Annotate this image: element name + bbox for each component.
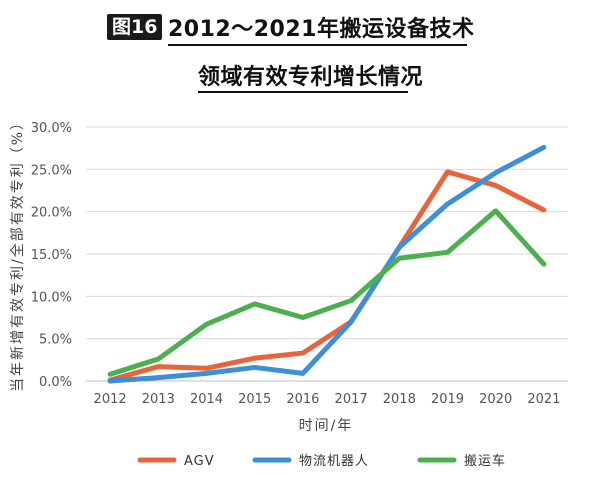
x-tick-label: 2020 — [479, 392, 512, 407]
x-tick-label: 2016 — [286, 392, 319, 407]
title-underline-1 — [168, 44, 467, 46]
chart-title-line2: 领域有效专利增长情况 — [198, 65, 424, 90]
series-line-物流机器人 — [107, 144, 547, 384]
x-axis-label: 时间/年 — [299, 418, 354, 434]
x-tick-label: 2018 — [383, 392, 416, 407]
x-tick-label: 2013 — [142, 392, 175, 407]
x-tick-label: 2015 — [238, 392, 271, 407]
y-tick-label: 20.0% — [31, 206, 72, 221]
y-tick-label: 15.0% — [31, 248, 72, 263]
x-tick-label: 2019 — [431, 392, 464, 407]
series-line-搬运车 — [107, 208, 547, 377]
y-tick-label: 5.0% — [39, 333, 72, 348]
series-line-AGV — [107, 169, 547, 383]
y-tick-label: 25.0% — [31, 163, 72, 178]
y-axis-label: 当年新增有效专利/全部有效专利（%） — [9, 114, 26, 392]
gridlines — [86, 126, 568, 382]
x-tick-labels: 2012 2013 2014 2015 2016 2017 2018 2019 2020 2021 — [94, 392, 561, 407]
y-tick-label: 0.0% — [39, 375, 72, 390]
legend-label: 搬运车 — [464, 453, 506, 469]
y-tick-label: 10.0% — [31, 290, 72, 305]
title-underline-2 — [198, 91, 408, 93]
series-lines — [107, 144, 547, 384]
legend-label: 物流机器人 — [299, 454, 369, 469]
legend-label: AGV — [184, 454, 215, 469]
y-tick-label: 30.0% — [31, 121, 72, 136]
x-tick-label: 2014 — [190, 392, 223, 407]
chart-title-block: 图16 2012～2021年搬运设备技术 领域有效专利增长情况 — [0, 0, 599, 100]
x-tick-label: 2012 — [94, 392, 127, 407]
y-tick-labels: 0.0% 5.0% 10.0% 15.0% 20.0% 25.0% 30.0% — [31, 121, 72, 390]
figure-badge: 图16 — [107, 14, 163, 40]
legend: AGV 物流机器人 搬运车 — [137, 453, 506, 469]
x-tick-label: 2017 — [335, 392, 368, 407]
chart-title-line1: 2012～2021年搬运设备技术 — [168, 17, 475, 42]
x-tick-label: 2021 — [527, 392, 560, 407]
